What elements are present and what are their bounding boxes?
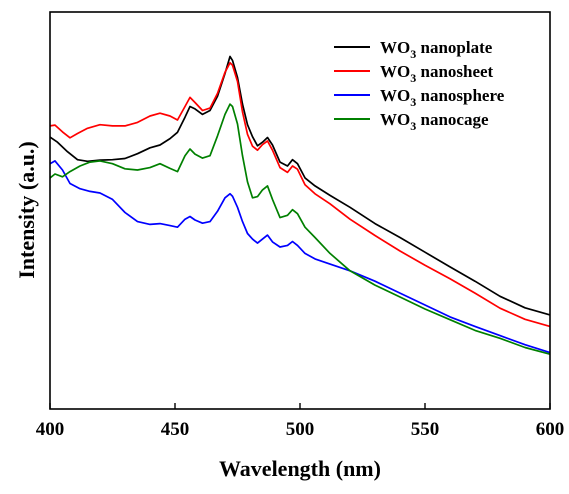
series-lines [49,55,551,356]
x-tick-label-550: 550 [411,419,440,440]
y-axis-title: Intensity (a.u.) [14,141,39,279]
series-line-nanoplate [49,55,551,316]
x-axis-title: Wavelength (nm) [219,456,381,481]
legend-label-nanosphere: WO3 nanosphere [380,86,505,109]
x-axis-ticks [49,403,551,409]
series-line-nanosheet [49,61,551,328]
x-tick-label-500: 500 [286,419,315,440]
x-tick-label-450: 450 [161,419,190,440]
x-axis-tick-labels: 400 450 500 550 600 [36,419,565,440]
x-tick-label-600: 600 [536,419,565,440]
series-line-nanocage [49,103,551,356]
x-tick-label-400: 400 [36,419,65,440]
legend-label-nanosheet: WO3 nanosheet [380,62,494,85]
legend-label-nanoplate: WO3 nanoplate [380,38,493,61]
series-line-nanosphere [49,160,551,354]
legend-label-nanocage: WO3 nanocage [380,110,489,133]
